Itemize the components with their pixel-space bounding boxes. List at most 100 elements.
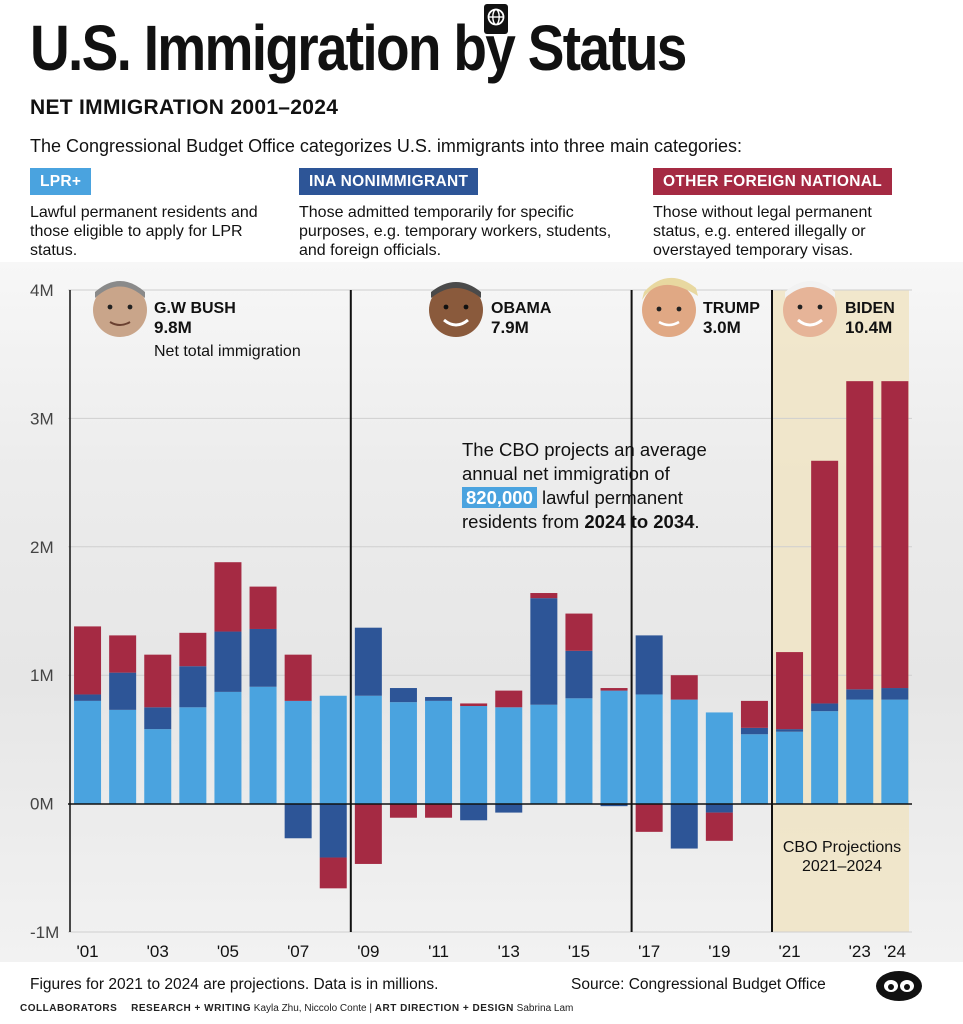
obama-label: OBAMA <box>491 300 552 317</box>
bar-ina-nonimmigrant-2003 <box>144 707 172 730</box>
bar-other-foreign-national-2007 <box>284 654 312 701</box>
bar-lpr--2020 <box>740 734 768 804</box>
bar-lpr--2017 <box>635 694 663 804</box>
bar-ina-nonimmigrant-2001 <box>74 694 102 701</box>
bar-other-foreign-national-2024 <box>881 381 909 689</box>
subtitle: NET IMMIGRATION 2001–2024 <box>30 96 339 119</box>
bar-other-foreign-national-2015 <box>565 613 593 651</box>
bar-ina-nonimmigrant-2004 <box>179 666 207 708</box>
bush-total: 9.8M <box>154 318 192 337</box>
visual-capitalist-logo-icon <box>876 971 922 1001</box>
ina-description: Those admitted temporarily for specific … <box>299 204 612 259</box>
x-tick-label: '19 <box>708 942 730 961</box>
y-tick-label: 4M <box>30 281 54 300</box>
ina-nonimmigrant-badge: INA NONIMMIGRANT <box>299 168 479 195</box>
bar-ina-nonimmigrant-2005 <box>214 631 242 692</box>
bar-ina-nonimmigrant-2006 <box>249 628 277 687</box>
bar-lpr--2014 <box>530 704 558 804</box>
other-foreign-description: Those without legal permanent status, e.… <box>653 204 872 259</box>
bar-ina-nonimmigrant-2020 <box>740 727 768 735</box>
bar-lpr--2021 <box>776 731 804 804</box>
bar-ina-nonimmigrant-2024 <box>881 688 909 700</box>
bar-other-foreign-national-2021 <box>776 652 804 730</box>
y-tick-label: 1M <box>30 666 54 685</box>
x-tick-label: '07 <box>287 942 309 961</box>
period-dividers <box>69 290 773 932</box>
bar-other-foreign-national-2017 <box>635 803 663 832</box>
obama-face-icon <box>429 282 483 337</box>
x-tick-label: '24 <box>884 942 906 961</box>
bar-other-foreign-national-2019 <box>705 812 733 841</box>
lpr-badge: LPR+ <box>30 168 92 195</box>
bar-lpr--2001 <box>74 700 102 804</box>
bar-lpr--2018 <box>670 699 698 804</box>
footnote: Figures for 2021 to 2024 are projections… <box>30 976 439 993</box>
bar-other-foreign-national-2014 <box>530 593 558 599</box>
bar-lpr--2011 <box>425 700 453 804</box>
x-tick-label: '15 <box>568 942 590 961</box>
bar-ina-nonimmigrant-2013 <box>495 803 523 813</box>
cbo-callout: The CBO projects an average annual net i… <box>462 438 782 534</box>
intro-text: The Congressional Budget Office categori… <box>30 136 743 156</box>
x-tick-labels: '01 '03 '05 '07 '09 '11 '13 '15 '17 '19 '21 '23 '24 <box>76 942 905 961</box>
x-tick-label: '21 <box>778 942 800 961</box>
x-tick-label: '17 <box>638 942 660 961</box>
bar-other-foreign-national-2012 <box>460 703 488 707</box>
bar-other-foreign-national-2006 <box>249 586 277 629</box>
callout-highlight-value: 820,000 <box>462 487 537 508</box>
bush-label: G.W BUSH <box>154 300 236 317</box>
bar-lpr--2002 <box>109 709 137 804</box>
callout-line-2: annual net immigration of <box>462 463 670 484</box>
trump-label: TRUMP <box>703 300 760 317</box>
credits-research-names: Kayla Zhu, Niccolo Conte <box>253 1003 367 1014</box>
y-tick-label: 3M <box>30 409 54 428</box>
bar-lpr--2009 <box>354 695 382 804</box>
bar-lpr--2008 <box>319 695 347 804</box>
bar-lpr--2006 <box>249 686 277 804</box>
bar-other-foreign-national-2023 <box>846 381 874 690</box>
y-tick-label: 2M <box>30 538 54 557</box>
bar-lpr--2007 <box>284 700 312 804</box>
bar-other-foreign-national-2009 <box>354 803 382 864</box>
bar-other-foreign-national-2016 <box>600 688 628 691</box>
credits-collaborators: COLLABORATORS <box>20 1003 118 1014</box>
bar-lpr--2019 <box>705 712 733 804</box>
bar-ina-nonimmigrant-2022 <box>811 703 839 712</box>
bar-other-foreign-national-2013 <box>495 690 523 708</box>
bar-other-foreign-national-2020 <box>740 700 768 728</box>
bar-ina-nonimmigrant-2014 <box>530 598 558 705</box>
bar-ina-nonimmigrant-2023 <box>846 689 874 700</box>
x-tick-label: '05 <box>217 942 239 961</box>
bar-ina-nonimmigrant-2018 <box>670 803 698 849</box>
lpr-description: Lawful permanent residents and those eli… <box>30 204 258 259</box>
bar-other-foreign-national-2008 <box>319 857 347 889</box>
x-tick-label: '03 <box>147 942 169 961</box>
bar-lpr--2015 <box>565 698 593 804</box>
bar-lpr--2003 <box>144 729 172 804</box>
bar-ina-nonimmigrant-2008 <box>319 803 347 858</box>
callout-line-3: lawful permanent <box>542 487 683 508</box>
bar-ina-nonimmigrant-2015 <box>565 650 593 699</box>
bar-lpr--2004 <box>179 707 207 804</box>
bar-lpr--2022 <box>811 711 839 804</box>
y-tick-labels: 4M 3M 2M 1M 0M -1M <box>30 281 59 942</box>
bar-ina-nonimmigrant-2012 <box>460 803 488 821</box>
bar-lpr--2016 <box>600 690 628 804</box>
bar-ina-nonimmigrant-2002 <box>109 672 137 710</box>
bar-layer <box>74 381 909 889</box>
bar-lpr--2005 <box>214 691 242 804</box>
biden-face-icon <box>783 281 837 337</box>
bar-lpr--2013 <box>495 707 523 804</box>
y-tick-label: 0M <box>30 795 54 814</box>
bar-other-foreign-national-2018 <box>670 675 698 700</box>
bar-ina-nonimmigrant-2007 <box>284 803 312 839</box>
x-tick-label: '01 <box>76 942 98 961</box>
credits-art-names: Sabrina Lam <box>516 1003 574 1014</box>
trump-total: 3.0M <box>703 318 741 337</box>
projection-note: CBO Projections 2021–2024 <box>782 839 902 875</box>
globe-icon <box>484 4 508 34</box>
bar-lpr--2010 <box>389 702 417 804</box>
bar-ina-nonimmigrant-2019 <box>705 803 733 813</box>
bar-ina-nonimmigrant-2017 <box>635 635 663 695</box>
bar-ina-nonimmigrant-2021 <box>776 729 804 732</box>
